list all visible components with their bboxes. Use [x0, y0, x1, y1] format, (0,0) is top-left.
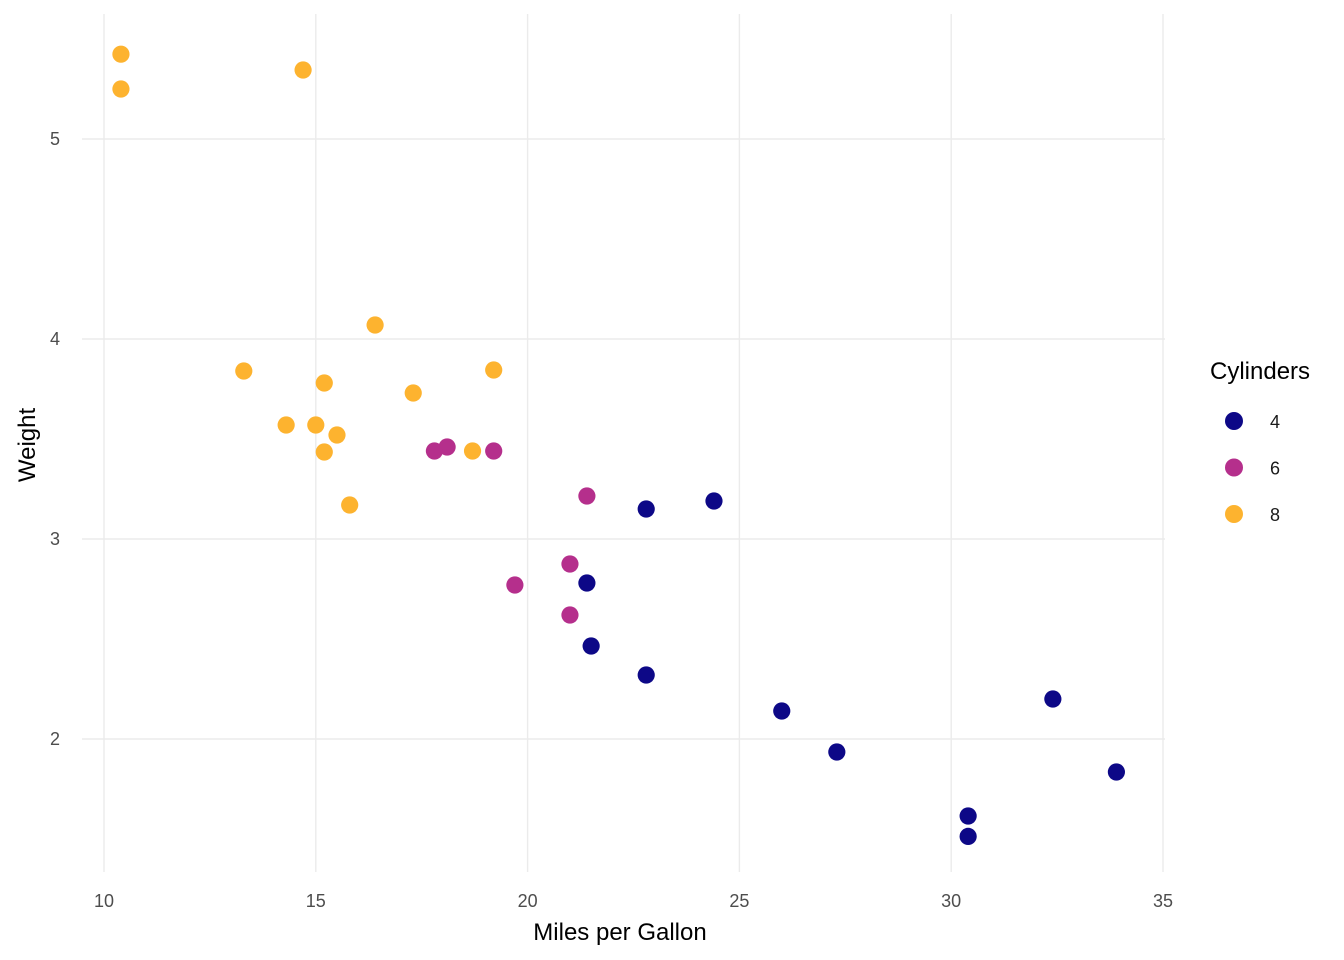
y-tick-label: 5	[50, 129, 60, 149]
legend-swatch-8	[1225, 505, 1243, 523]
point-cyl-6	[578, 487, 596, 505]
legend-swatch-4	[1225, 412, 1243, 430]
data-points	[112, 45, 1125, 846]
legend-title: Cylinders	[1210, 358, 1310, 385]
point-cyl-8	[463, 442, 482, 460]
point-cyl-4	[1044, 690, 1062, 708]
point-cyl-6	[561, 606, 579, 624]
x-tick-label: 20	[518, 891, 538, 911]
legend-swatch-6	[1225, 458, 1243, 477]
legend-items: 4 6 8	[1225, 412, 1280, 525]
x-tick-label: 15	[306, 891, 326, 911]
y-tick-label: 2	[50, 729, 60, 749]
tick-labels: 10 15 20 25 30 35 2 3 4 5	[50, 129, 1173, 911]
point-cyl-8	[277, 416, 295, 434]
point-cyl-8	[112, 45, 130, 63]
point-cyl-8	[404, 384, 422, 402]
point-cyl-8	[485, 361, 503, 379]
point-cyl-8	[235, 362, 253, 380]
point-cyl-8	[315, 443, 333, 461]
point-cyl-8	[112, 80, 130, 98]
point-cyl-6	[561, 555, 579, 573]
gridlines	[82, 14, 1165, 872]
y-tick-label: 3	[50, 529, 60, 549]
point-cyl-8	[294, 61, 312, 79]
point-cyl-4	[959, 807, 977, 825]
point-cyl-4	[828, 743, 846, 761]
x-axis-title: Miles per Gallon	[533, 919, 706, 946]
point-cyl-8	[366, 316, 384, 334]
legend-label-4: 4	[1270, 412, 1280, 432]
point-cyl-4	[705, 492, 723, 510]
x-tick-label: 30	[941, 891, 961, 911]
point-cyl-8	[328, 426, 346, 444]
point-cyl-4	[637, 666, 655, 684]
point-cyl-6	[485, 442, 503, 460]
x-tick-label: 25	[729, 891, 749, 911]
legend: Cylinders 4 6 8	[1210, 358, 1310, 525]
point-cyl-8	[307, 416, 325, 434]
point-cyl-4	[773, 702, 791, 720]
point-cyl-8	[315, 374, 333, 392]
point-cyl-6	[425, 442, 444, 460]
y-tick-label: 4	[50, 329, 60, 349]
point-cyl-4	[959, 827, 977, 846]
point-cyl-4	[637, 500, 655, 518]
x-tick-label: 10	[94, 891, 114, 911]
legend-label-8: 8	[1270, 505, 1280, 525]
legend-label-6: 6	[1270, 459, 1280, 479]
point-cyl-4	[578, 574, 596, 592]
point-cyl-4	[582, 637, 600, 655]
point-cyl-8	[341, 496, 359, 514]
point-cyl-6	[506, 576, 524, 594]
y-axis-title: Weight	[14, 408, 41, 483]
point-cyl-4	[1107, 763, 1125, 781]
x-tick-label: 35	[1153, 891, 1173, 911]
